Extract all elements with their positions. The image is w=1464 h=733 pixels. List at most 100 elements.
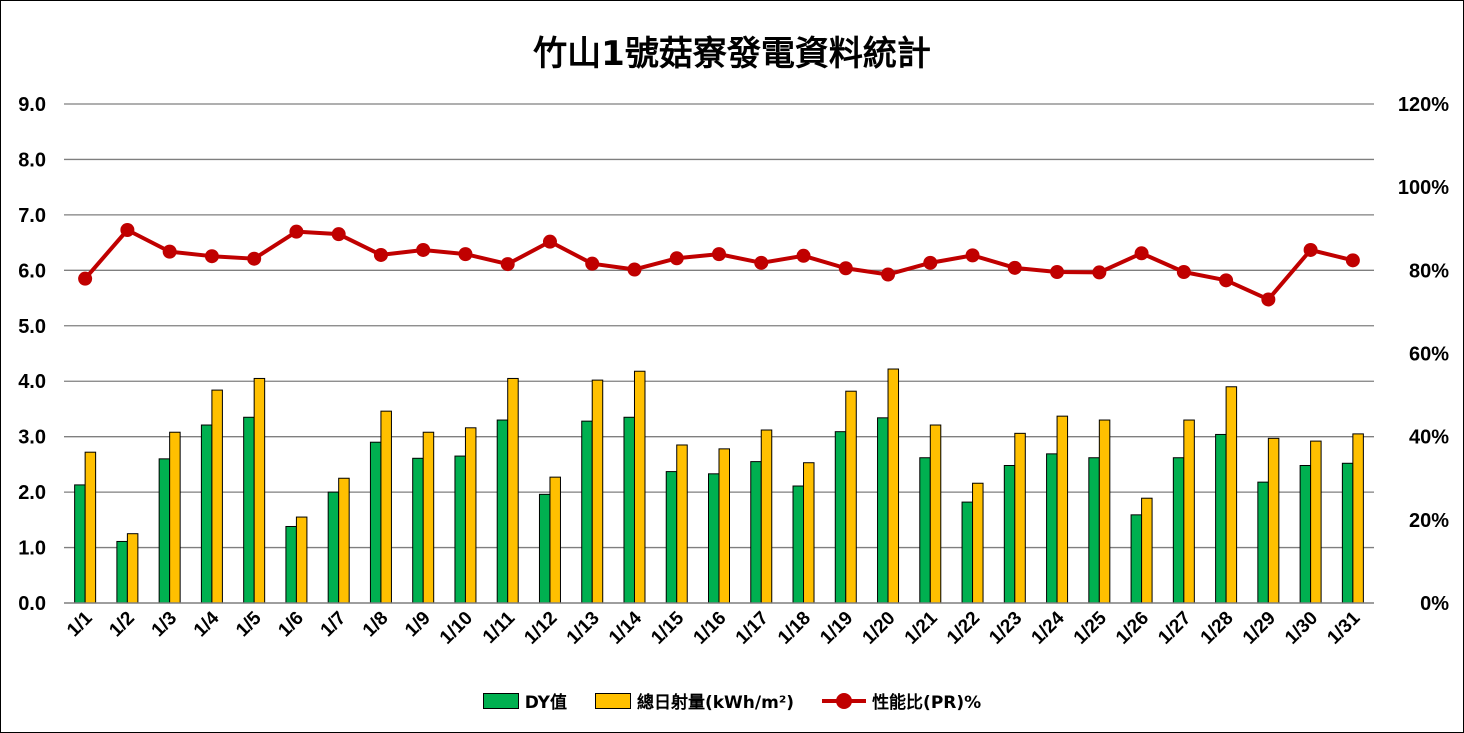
pr-point — [838, 261, 853, 276]
pr-point — [1303, 242, 1318, 257]
y-left-tick-label: 2.0 — [18, 482, 46, 504]
x-tick-label: 1/28 — [1197, 608, 1238, 649]
irradiance-bar — [1141, 497, 1153, 604]
legend-label-dy: DY值 — [524, 693, 567, 713]
dy-bar — [454, 455, 466, 604]
dy-bar — [1215, 433, 1227, 604]
irradiance-bar — [1267, 437, 1280, 604]
legend-item-irradiance: 總日射量(kWh/m²) — [594, 688, 795, 713]
dy-bar — [1088, 457, 1100, 604]
pr-point — [923, 255, 938, 270]
dy-bar — [538, 493, 551, 604]
irradiance-bar — [126, 533, 139, 604]
pr-point — [1007, 260, 1022, 275]
bars — [74, 368, 1364, 604]
pr-point — [162, 244, 177, 259]
irradiance-bar — [718, 448, 730, 604]
x-tick-label: 1/9 — [401, 608, 435, 642]
pr-point — [204, 249, 219, 264]
legend-item-dy: DY值 — [482, 688, 567, 713]
dy-bar — [1046, 453, 1058, 604]
chart-title: 竹山1號菇寮發電資料統計 — [533, 34, 931, 74]
x-tick-label: 1/15 — [647, 607, 688, 648]
pr-point — [1219, 273, 1234, 288]
irradiance-bar — [295, 516, 308, 604]
x-tick-label: 1/11 — [479, 607, 520, 648]
y-right-tick-label: 80% — [1409, 260, 1449, 282]
x-tick-label: 1/31 — [1323, 607, 1364, 648]
y-left-tick-label: 8.0 — [18, 149, 46, 171]
pr-point — [78, 271, 93, 286]
pr-point — [1092, 265, 1107, 280]
dy-bar — [1003, 464, 1016, 604]
pr-point — [247, 251, 262, 266]
irradiance-bar — [1056, 415, 1069, 604]
irradiance-bar — [676, 444, 688, 604]
y-left-tick-label: 1.0 — [18, 538, 46, 560]
dy-bar — [877, 417, 889, 604]
pr-point — [585, 256, 600, 271]
dy-bar — [158, 458, 171, 604]
dy-bar — [623, 416, 635, 604]
x-tick-label: 1/30 — [1281, 608, 1322, 649]
pr-point — [669, 251, 684, 266]
irradiance-bar — [1183, 419, 1195, 604]
pr-point — [1345, 253, 1360, 268]
legend-item-pr: 性能比(PR)% — [822, 688, 981, 713]
dy-bar — [412, 457, 424, 604]
dy-bar — [581, 420, 593, 604]
legend-label-pr: 性能比(PR)% — [872, 693, 982, 713]
dy-bar — [919, 457, 931, 604]
x-tick-label: 1/1 — [63, 607, 97, 641]
pr-point — [754, 255, 769, 270]
gridlines — [64, 103, 1374, 549]
irradiance-bar — [1310, 440, 1322, 604]
legend-label-irradiance: 總日射量(kWh/m²) — [636, 693, 795, 713]
pr-point — [289, 224, 304, 239]
x-tick-label: 1/5 — [232, 607, 266, 641]
x-tick-label: 1/14 — [605, 607, 646, 648]
dy-bar — [750, 461, 762, 604]
irradiance-bar — [464, 427, 477, 604]
irradiance-bar — [845, 390, 857, 604]
x-tick-label: 1/2 — [105, 608, 139, 642]
x-tick-label: 1/18 — [774, 608, 815, 649]
irradiance-bar — [253, 377, 266, 604]
y-left-tick-label: 6.0 — [18, 260, 46, 282]
x-tick-label: 1/8 — [359, 608, 393, 642]
x-tick-label: 1/26 — [1112, 608, 1153, 649]
chart-plot: 0.0 1.0 2.0 3.0 4.0 5.0 6.0 7.0 8.0 9.0 0% 20% 40% 60… — [18, 94, 1449, 649]
pr-point — [500, 257, 515, 272]
pr-point — [1176, 264, 1191, 279]
legend: DY值 總日射量(kWh/m²) 性能比(PR)% — [0, 688, 1464, 713]
pr-point — [458, 247, 473, 262]
irradiance-bar — [1098, 419, 1111, 604]
y-right-tick-label: 0% — [1420, 593, 1449, 615]
irradiance-bar — [1014, 432, 1026, 604]
dy-bar — [708, 473, 720, 604]
x-tick-label: 1/20 — [859, 608, 900, 649]
y-right-tick-label: 60% — [1409, 344, 1449, 366]
x-tick-label: 1/22 — [943, 608, 984, 649]
irradiance-bar — [422, 431, 435, 604]
y-left-tick-label: 4.0 — [18, 371, 46, 393]
pr-line — [78, 222, 1360, 307]
dy-bar — [961, 501, 974, 604]
legend-swatch-pr — [822, 692, 867, 709]
irradiance-bar — [760, 429, 773, 604]
irradiance-bar — [803, 462, 815, 604]
x-tick-label: 1/23 — [985, 608, 1026, 649]
dy-bar — [327, 491, 340, 604]
irradiance-bar — [972, 482, 984, 604]
pr-point — [1050, 264, 1065, 279]
irradiance-bar — [169, 431, 181, 604]
pr-point — [627, 262, 642, 277]
pr-point — [712, 247, 726, 262]
dy-bar — [1130, 514, 1143, 604]
pr-point — [120, 222, 135, 237]
dy-bar — [1299, 464, 1312, 604]
x-tick-label: 1/29 — [1239, 608, 1280, 649]
irradiance-bar — [338, 477, 350, 604]
x-tick-label: 1/21 — [901, 607, 942, 648]
